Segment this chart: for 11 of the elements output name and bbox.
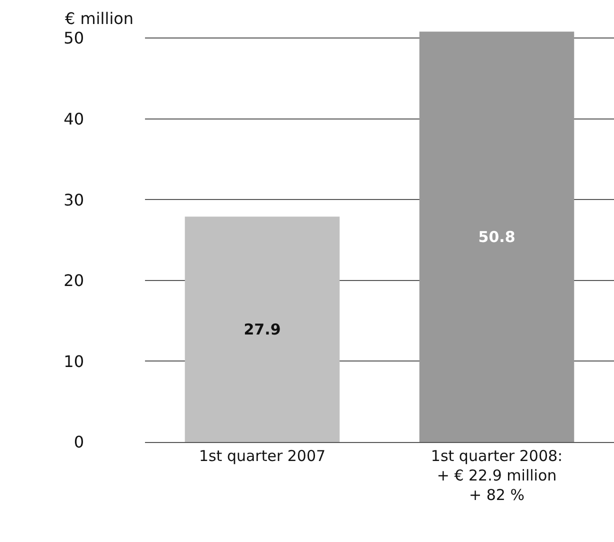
x-tick-label: 1st quarter 2007 xyxy=(198,447,326,465)
y-tick-label: 30 xyxy=(64,190,84,210)
y-tick-label: 50 xyxy=(64,28,84,48)
y-tick-label: 0 xyxy=(74,432,84,452)
y-tick-label: 20 xyxy=(64,271,84,290)
data-label: 27.9 xyxy=(244,320,281,338)
y-tick-label: 10 xyxy=(64,352,84,371)
y-tick-label: 40 xyxy=(64,109,84,128)
x-tick-label: 1st quarter 2008: + € 22.9 million + 82 % xyxy=(430,447,563,504)
y-axis-title: € million xyxy=(65,9,134,28)
data-label: 50.8 xyxy=(478,228,516,246)
